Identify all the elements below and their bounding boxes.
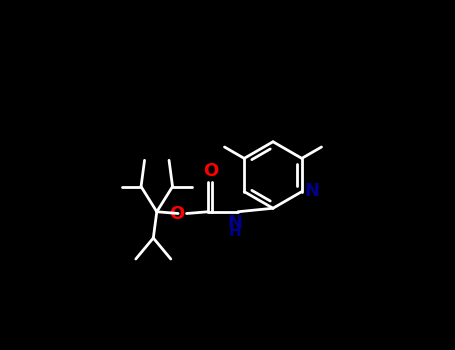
Text: H: H — [229, 224, 242, 239]
Text: O: O — [203, 162, 218, 181]
Text: O: O — [169, 205, 185, 223]
Text: N: N — [304, 182, 319, 199]
Text: N: N — [228, 214, 243, 232]
